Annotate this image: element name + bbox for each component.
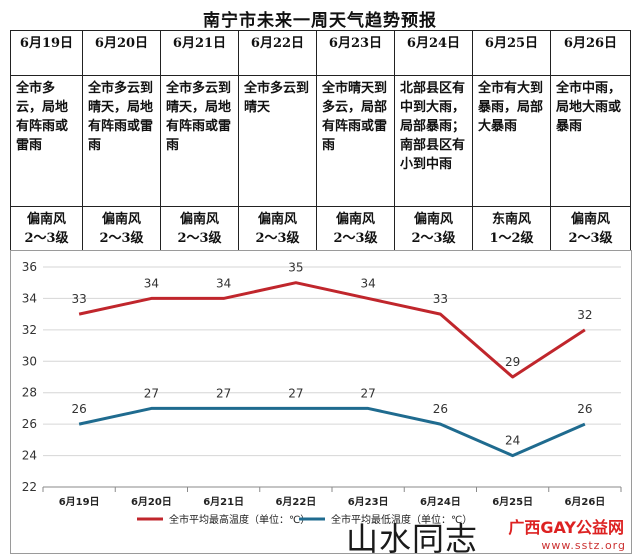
date-cell: 6月21日: [160, 30, 239, 76]
x-tick-label: 6月25日: [492, 496, 533, 508]
wind-level: 2～3级: [99, 231, 144, 246]
y-tick-label: 22: [22, 480, 37, 494]
wind-level: 2～3级: [568, 231, 613, 246]
wind-direction: 偏南风: [26, 212, 66, 227]
series-line-low: [78, 406, 586, 458]
date-cell: 6月22日: [238, 30, 317, 76]
wind-cell: 偏南风 2～3级: [394, 206, 473, 256]
wind-direction: 偏南风: [335, 212, 375, 227]
wind-level: 2～3级: [333, 231, 378, 246]
data-label: 26: [433, 402, 448, 416]
wind-cell: 偏南风 2～3级: [160, 206, 239, 256]
legend-label: 全市平均最低温度（单位：℃）: [331, 513, 472, 526]
y-tick-label: 24: [22, 449, 37, 463]
weather-cell: 全市多云到晴天，局地有阵雨或雷雨: [82, 75, 161, 207]
date-row: 6月19日 6月20日 6月21日 6月22日 6月23日 6月24日 6月25…: [10, 30, 631, 76]
wind-level: 2～3级: [24, 231, 69, 246]
wind-level: 2～3级: [255, 231, 300, 246]
data-label: 33: [71, 292, 86, 306]
date-cell: 6月25日: [472, 30, 551, 76]
weather-cell: 全市多云，局地有阵雨或雷雨: [10, 75, 83, 207]
x-tick-label: 6月20日: [131, 496, 172, 508]
y-tick-label: 30: [22, 354, 37, 368]
temperature-chart-svg: 22 24 26 28 30 32 34 36 6月19日 6月20日 6月21日 6月22日 6月23…: [22, 260, 622, 526]
date-cell: 6月26日: [550, 30, 631, 76]
weather-cell: 全市多云到晴天: [238, 75, 317, 207]
wind-cell: 偏南风 2～3级: [238, 206, 317, 256]
y-tick-label: 32: [22, 323, 37, 337]
data-label: 27: [288, 386, 303, 400]
y-tick-label: 26: [22, 417, 37, 431]
y-tick-label: 36: [22, 260, 37, 274]
data-label: 29: [505, 355, 520, 369]
weather-cell: 全市多云到晴天，局地有阵雨或雷雨: [160, 75, 239, 207]
data-label: 34: [360, 276, 375, 290]
y-tick-label: 34: [22, 291, 37, 305]
x-tick-label: 6月21日: [203, 496, 244, 508]
x-tick-label: 6月22日: [275, 496, 316, 508]
data-label: 26: [577, 402, 592, 416]
wind-level: 2～3级: [177, 231, 222, 246]
forecast-table: 6月19日 6月20日 6月21日 6月22日 6月23日 6月24日 6月25…: [10, 30, 631, 256]
series-line-high: [78, 281, 586, 379]
wind-direction: 偏南风: [101, 212, 141, 227]
page-title: 南宁市未来一周天气趋势预报: [203, 11, 437, 31]
data-label: 33: [433, 292, 448, 306]
x-tick-label: 6月23日: [348, 496, 389, 508]
weather-cell: 北部县区有中到大雨，局部暴雨；南部县区有小到中雨: [394, 75, 473, 207]
data-label: 27: [360, 386, 375, 400]
wind-cell: 偏南风 2～3级: [10, 206, 83, 256]
y-tick-label: 28: [22, 386, 37, 400]
wind-direction: 东南风: [491, 212, 531, 227]
wind-direction: 偏南风: [413, 212, 453, 227]
watermark-site: 广西GAY公益网: [508, 518, 624, 537]
x-tick-label: 6月24日: [420, 496, 461, 508]
data-label: 27: [144, 386, 159, 400]
date-cell: 6月20日: [82, 30, 161, 76]
data-label: 32: [577, 308, 592, 322]
weather-row: 全市多云，局地有阵雨或雷雨 全市多云到晴天，局地有阵雨或雷雨 全市多云到晴天，局…: [10, 75, 631, 207]
date-cell: 6月19日: [10, 30, 83, 76]
weather-cell: 全市晴天到多云，局部有阵雨或雷雨: [316, 75, 395, 207]
data-label: 24: [505, 434, 520, 448]
wind-level: 1～2级: [489, 231, 534, 246]
wind-cell: 偏南风 2～3级: [316, 206, 395, 256]
wind-direction: 偏南风: [570, 212, 610, 227]
data-label: 27: [216, 386, 231, 400]
wind-row: 偏南风 2～3级 偏南风 2～3级 偏南风 2～3级 偏南风 2～3级 偏南风 2～3级 …: [10, 206, 631, 256]
watermark-main: 山水同志: [345, 520, 478, 558]
data-label: 34: [216, 276, 231, 290]
data-label: 35: [288, 261, 303, 275]
wind-level: 2～3级: [411, 231, 456, 246]
watermark-url: www.sstz.org: [541, 539, 626, 552]
data-label: 34: [144, 276, 159, 290]
wind-direction: 偏南风: [179, 212, 219, 227]
date-cell: 6月24日: [394, 30, 473, 76]
wind-direction: 偏南风: [257, 212, 297, 227]
data-label: 26: [71, 402, 86, 416]
weather-cell: 全市中雨，局地大雨或暴雨: [550, 75, 631, 207]
wind-cell: 偏南风 2～3级: [550, 206, 631, 256]
date-cell: 6月23日: [316, 30, 395, 76]
x-tick-label: 6月19日: [59, 496, 100, 508]
legend-label: 全市平均最高温度（单位：℃）: [169, 513, 310, 526]
wind-cell: 东南风 1～2级: [472, 206, 551, 256]
weather-cell: 全市有大到暴雨，局部大暴雨: [472, 75, 551, 207]
wind-cell: 偏南风 2～3级: [82, 206, 161, 256]
x-tick-label: 6月26日: [564, 496, 605, 508]
temperature-chart: 22 24 26 28 30 32 34 36 6月19日 6月20日 6月21日 6月22日 6月23…: [10, 250, 632, 554]
